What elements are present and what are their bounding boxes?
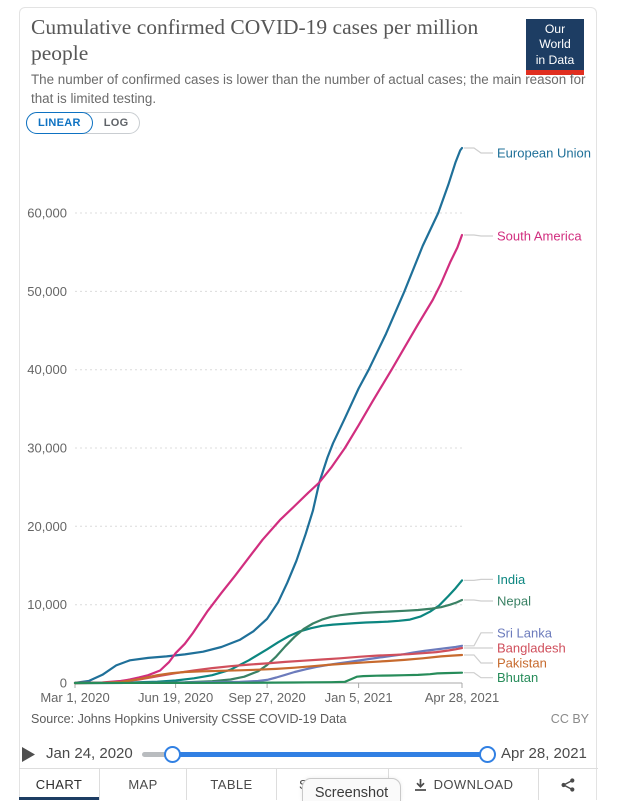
series-line bbox=[73, 671, 464, 685]
y-axis-tick-label: 40,000 bbox=[27, 362, 67, 377]
download-icon bbox=[414, 779, 426, 791]
entity-label: Nepal bbox=[497, 594, 531, 609]
scale-toggle: LINEAR LOG bbox=[26, 112, 141, 134]
timeline-handle-end[interactable] bbox=[479, 745, 496, 763]
entity-label: Pakistan bbox=[497, 656, 547, 671]
y-axis-tick-label: 10,000 bbox=[27, 597, 67, 612]
label-connector bbox=[464, 147, 493, 154]
label-connector bbox=[464, 578, 493, 582]
x-axis-tick-label: Jun 19, 2020 bbox=[138, 690, 213, 705]
page-title: Cumulative confirmed COVID-19 cases per … bbox=[31, 15, 479, 66]
label-connector bbox=[464, 234, 493, 237]
timeline: Jan 24, 2020 Apr 28, 2021 bbox=[0, 740, 617, 768]
entity-label: Bhutan bbox=[497, 670, 538, 685]
entity-label: India bbox=[497, 572, 526, 587]
series-line bbox=[73, 233, 464, 685]
linear-button[interactable]: LINEAR bbox=[26, 112, 93, 134]
label-connector bbox=[464, 654, 493, 664]
timeline-end-date: Apr 28, 2021 bbox=[501, 745, 587, 762]
y-axis-tick-label: 50,000 bbox=[27, 284, 67, 299]
timeline-start-date: Jan 24, 2020 bbox=[46, 745, 133, 762]
series-line bbox=[73, 653, 464, 685]
x-axis-tick-label: Jan 5, 2021 bbox=[325, 690, 393, 705]
entity-label: South America bbox=[497, 229, 582, 244]
source-text: Source: Johns Hopkins University CSSE CO… bbox=[31, 712, 347, 726]
series-line bbox=[73, 146, 464, 684]
timeline-slider[interactable] bbox=[142, 745, 496, 763]
label-connector bbox=[464, 632, 493, 647]
owid-logo-red-bar bbox=[526, 69, 584, 75]
x-axis-tick-label: Apr 28, 2021 bbox=[425, 690, 499, 705]
x-axis-tick-label: Sep 27, 2020 bbox=[228, 690, 305, 705]
tab-share[interactable] bbox=[539, 769, 597, 800]
entity-label: Bangladesh bbox=[497, 641, 566, 656]
entity-label: European Union bbox=[497, 146, 591, 161]
series-line bbox=[73, 598, 464, 685]
tab-chart[interactable]: CHART bbox=[19, 769, 100, 800]
entity-label: Sri Lanka bbox=[497, 625, 553, 640]
chart-subtitle: The number of confirmed cases is lower t… bbox=[31, 72, 586, 107]
y-axis-tick-label: 60,000 bbox=[27, 206, 67, 221]
y-axis-tick-label: 20,000 bbox=[27, 519, 67, 534]
y-axis-tick-label: 0 bbox=[60, 676, 67, 691]
log-button[interactable]: LOG bbox=[93, 113, 140, 133]
license-link[interactable]: CC BY bbox=[550, 712, 589, 726]
tab-table[interactable]: TABLE bbox=[187, 769, 277, 800]
source-row: Source: Johns Hopkins University CSSE CO… bbox=[31, 712, 589, 726]
line-chart[interactable]: 0 10,000 20,000 30,000 40,000 50,000 60,000 Mar… bbox=[0, 0, 617, 740]
screenshot-overlay[interactable]: Screenshot bbox=[302, 778, 401, 801]
tab-download[interactable]: DOWNLOAD bbox=[389, 769, 539, 800]
owid-logo-text: Our World in Data bbox=[526, 19, 584, 70]
label-connector bbox=[464, 672, 493, 679]
timeline-handle-start[interactable] bbox=[164, 745, 181, 763]
owid-logo[interactable]: Our World in Data bbox=[526, 19, 584, 75]
label-connector bbox=[464, 599, 493, 602]
timeline-slider-fill bbox=[171, 752, 486, 757]
series-line bbox=[73, 579, 464, 685]
share-icon bbox=[561, 777, 575, 792]
x-axis-tick-label: Mar 1, 2020 bbox=[40, 690, 109, 705]
play-icon[interactable] bbox=[22, 747, 35, 762]
active-tab-underline bbox=[19, 797, 99, 800]
y-axis-tick-label: 30,000 bbox=[27, 441, 67, 456]
tab-map[interactable]: MAP bbox=[100, 769, 187, 800]
